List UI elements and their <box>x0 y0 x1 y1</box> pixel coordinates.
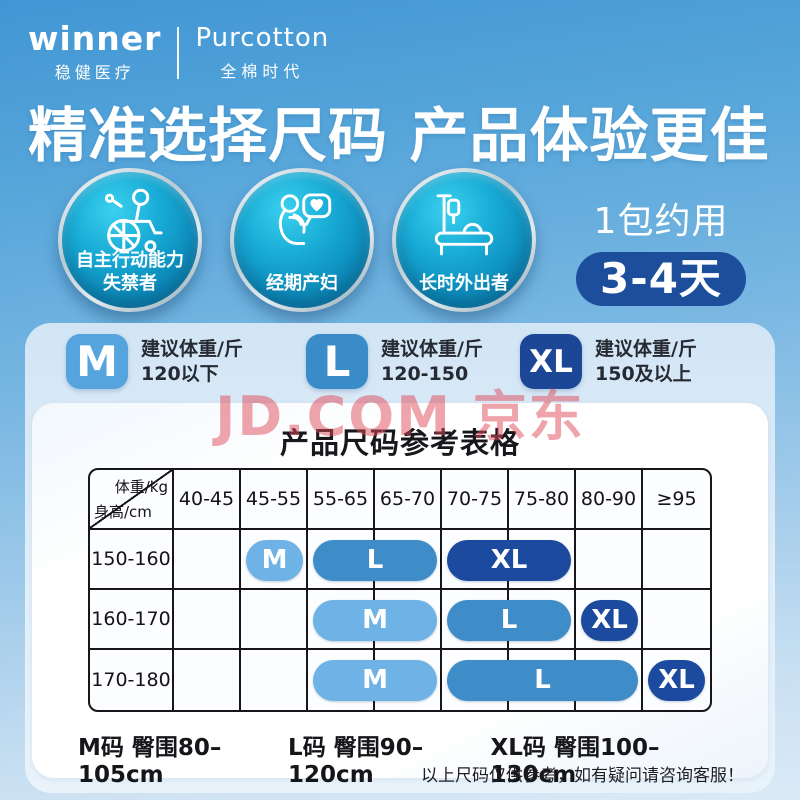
audience-label: 长时外出者 <box>419 272 509 294</box>
audience-circle-face: 自主行动能力 失禁者 <box>62 172 198 308</box>
table-cell <box>509 590 576 650</box>
size-pill-xl: XL <box>447 539 571 581</box>
table-cell <box>643 590 710 650</box>
corner-height-label: 身高/cm <box>94 503 152 521</box>
audience-circle-maternity: 经期产妇 <box>230 168 374 312</box>
weight-col-header: 80-90 <box>576 470 643 530</box>
winner-logo-block: winner 稳健医疗 <box>28 22 161 83</box>
height-row-label: 150-160 <box>90 530 174 590</box>
table-cell <box>174 590 241 650</box>
table-cell <box>576 590 643 650</box>
audience-label: 经期产妇 <box>266 272 338 294</box>
table-cell <box>509 530 576 590</box>
audience-circle-face: 长时外出者 <box>396 172 532 308</box>
weight-col-header: ≥95 <box>643 470 710 530</box>
brand-header: winner 稳健医疗 Purcotton 全棉时代 <box>28 22 329 83</box>
winner-chinese-name: 稳健医疗 <box>54 63 135 82</box>
height-row-label: 170-180 <box>90 650 174 710</box>
page-title: 精准选择尺码 产品体验更佳 <box>28 101 770 170</box>
size-badge-m: M <box>66 334 128 389</box>
size-pill-m: M <box>246 539 303 581</box>
brand-divider <box>177 26 180 79</box>
size-pill-xl: XL <box>648 659 705 701</box>
table-title: 产品尺码参考表格 <box>279 426 520 460</box>
hip-size-m: M码 臀围80–105cm <box>78 735 222 788</box>
table-cell <box>375 650 442 710</box>
weight-col-header: 70-75 <box>442 470 509 530</box>
table-corner-cell: 体重/kg 身高/cm <box>90 470 174 530</box>
weight-col-header: 75-80 <box>509 470 576 530</box>
purcotton-chinese-name: 全棉时代 <box>220 61 305 81</box>
audience-circle-incontinence: 自主行动能力 失禁者 <box>58 168 202 312</box>
hip-size-xl: XL码 臀围100–130cm <box>490 735 660 788</box>
usage-prefix: 1包约用 <box>593 201 729 242</box>
size-badge-group-xl: XL 建议体重/斤 150及以上 <box>520 334 697 389</box>
table-cell <box>576 530 643 590</box>
size-badge-text: 建议体重/斤 120-150 <box>381 337 483 386</box>
corner-weight-label: 体重/kg <box>114 478 168 496</box>
size-pill-xl: XL <box>581 599 638 641</box>
hip-size-row: M码 臀围80–105cm L码 臀围90–120cm XL码 臀围100–13… <box>78 728 724 788</box>
height-row-label: 160-170 <box>90 590 174 650</box>
table-cell <box>174 530 241 590</box>
audience-circle-face: 经期产妇 <box>234 172 370 308</box>
size-badge-group-m: M 建议体重/斤 120以下 <box>66 334 243 389</box>
weight-advice-label: 建议体重/斤 <box>141 337 243 360</box>
winner-logo: winner <box>28 19 162 58</box>
weight-advice-range: 120以下 <box>141 362 219 385</box>
weight-advice-range: 150及以上 <box>595 362 692 385</box>
weight-advice-range: 120-150 <box>381 362 469 385</box>
size-badge-l: L <box>306 334 368 389</box>
size-pill-l: L <box>447 659 638 701</box>
weight-col-header: 40-45 <box>174 470 241 530</box>
audience-label: 自主行动能力 失禁者 <box>76 250 184 294</box>
size-pill-m: M <box>313 659 437 701</box>
weight-col-header: 45-55 <box>241 470 308 530</box>
purcotton-logo: Purcotton <box>195 23 330 54</box>
size-pill-l: L <box>313 539 437 581</box>
purcotton-logo-block: Purcotton 全棉时代 <box>195 23 329 81</box>
weight-col-header: 65-70 <box>375 470 442 530</box>
hip-size-l: L码 臀围90–120cm <box>288 735 424 788</box>
table-cell <box>375 590 442 650</box>
audience-circle-outgoer: 长时外出者 <box>392 168 536 312</box>
size-pill-l: L <box>447 599 571 641</box>
disclaimer-text: 以上尺码仅供参考，如有疑问请咨询客服！ <box>421 766 744 786</box>
weight-advice-label: 建议体重/斤 <box>381 337 483 360</box>
weight-advice-label: 建议体重/斤 <box>595 337 697 360</box>
table-cell <box>174 650 241 710</box>
size-badge-group-l: L 建议体重/斤 120-150 <box>306 334 483 389</box>
size-badge-text: 建议体重/斤 120以下 <box>141 337 243 386</box>
wheelchair-icon <box>104 188 163 253</box>
usage-block: 1包约用 3-4天 <box>576 192 746 306</box>
usage-days-badge: 3-4天 <box>576 252 746 306</box>
table-cell <box>576 650 643 710</box>
size-badge-xl: XL <box>520 334 582 389</box>
table-cell <box>375 530 442 590</box>
table-cell <box>241 590 308 650</box>
table-cell <box>643 530 710 590</box>
table-cell <box>241 650 308 710</box>
size-badge-text: 建议体重/斤 150及以上 <box>595 337 697 386</box>
bed-patient-icon <box>434 194 494 256</box>
weight-col-header: 55-65 <box>308 470 375 530</box>
size-pill-m: M <box>313 599 437 641</box>
maternity-icon <box>278 193 332 245</box>
table-cell <box>241 530 308 590</box>
size-reference-table: 体重/kg 身高/cm 40-45 45-55 55-65 65-70 70-75 75-… <box>88 468 712 712</box>
